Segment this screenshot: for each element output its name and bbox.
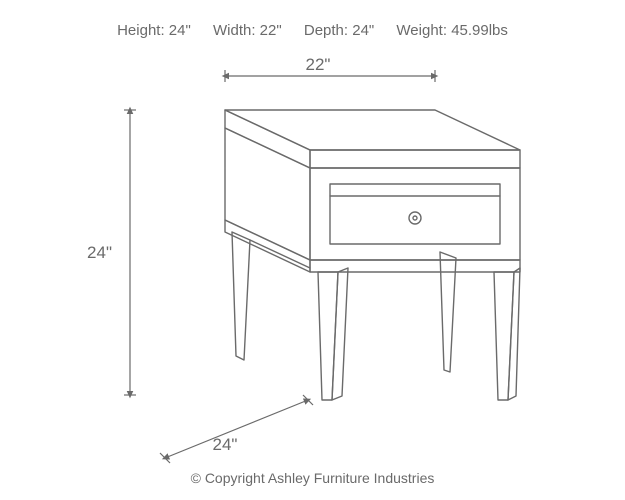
table-outline	[225, 110, 520, 400]
height-callout: 24"	[87, 243, 112, 262]
dimension-lines: 22" 24" 24"	[87, 55, 435, 463]
copyright-text: © Copyright Ashley Furniture Industries	[0, 470, 625, 486]
width-callout: 22"	[306, 55, 331, 74]
furniture-diagram: 22" 24" 24"	[0, 0, 625, 500]
depth-callout: 24"	[213, 435, 238, 454]
